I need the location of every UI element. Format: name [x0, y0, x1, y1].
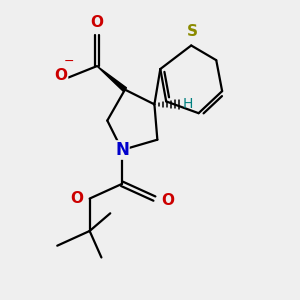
Text: H: H	[183, 98, 194, 111]
Text: O: O	[70, 191, 83, 206]
Text: S: S	[187, 24, 198, 39]
Text: −: −	[64, 55, 74, 68]
Text: O: O	[161, 193, 174, 208]
Polygon shape	[97, 66, 127, 92]
Text: O: O	[55, 68, 68, 83]
Text: N: N	[115, 141, 129, 159]
Text: O: O	[91, 15, 103, 30]
